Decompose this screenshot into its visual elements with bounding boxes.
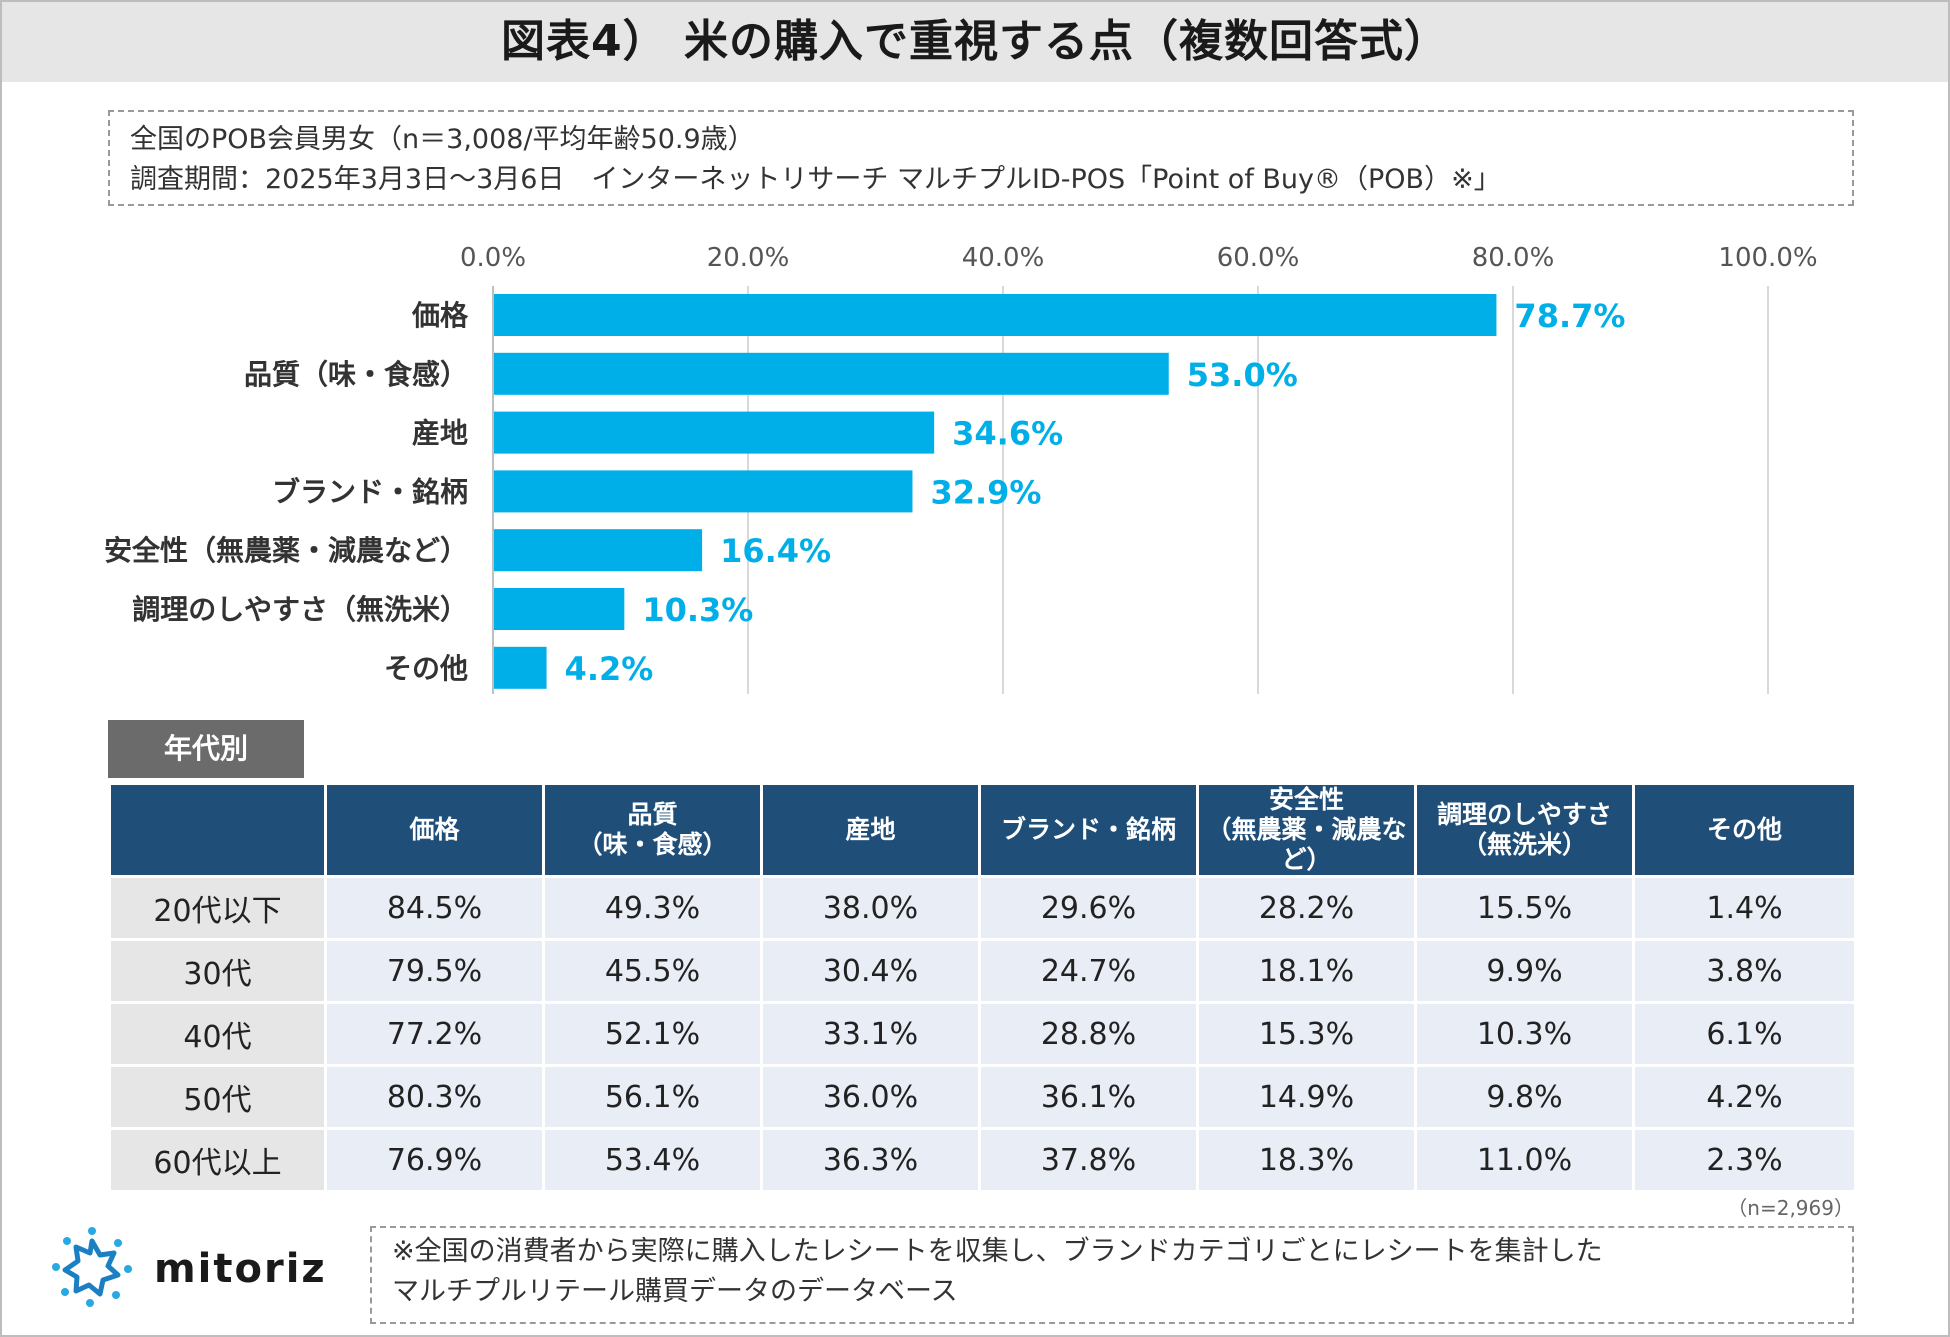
table-cell: 36.3% xyxy=(760,1127,981,1193)
sample-size-note: （n=2,969） xyxy=(1727,1196,1854,1220)
table-row: 50代 80.3% 56.1% 36.0% 36.1% 14.9% 9.8% 4… xyxy=(108,1064,1857,1130)
table-row: 30代 79.5% 45.5% 30.4% 24.7% 18.1% 9.9% 3… xyxy=(108,938,1857,1004)
table-cell: 15.3% xyxy=(1196,1001,1417,1067)
table-cell: 79.5% xyxy=(324,938,545,1004)
table-cell: 15.5% xyxy=(1414,875,1635,941)
table-cell: 28.2% xyxy=(1196,875,1417,941)
x-tick-label: 60.0% xyxy=(1217,243,1300,273)
row-age-label: 60代以上 xyxy=(108,1127,327,1193)
table-cell: 9.8% xyxy=(1414,1064,1635,1130)
sun-gear-icon xyxy=(52,1227,132,1307)
table-cell: 53.4% xyxy=(542,1127,763,1193)
footnote-box: ※全国の消費者から実際に購入したレシートを収集し、ブランドカテゴリごとにレシート… xyxy=(370,1226,1854,1324)
table-row: 40代 77.2% 52.1% 33.1% 28.8% 15.3% 10.3% … xyxy=(108,1001,1857,1067)
table-header-cell: 安全性 （無農薬・減農など） xyxy=(1196,782,1417,878)
table-cell: 84.5% xyxy=(324,875,545,941)
figure-title: 図表4） 米の購入で重視する点（複数回答式） xyxy=(2,2,1948,82)
table-row: 20代以下 84.5% 49.3% 38.0% 29.6% 28.2% 15.5… xyxy=(108,875,1857,941)
x-tick-label: 100.0% xyxy=(1718,243,1817,273)
category-label: 安全性（無農薬・減農など） xyxy=(104,534,468,567)
bar xyxy=(494,411,935,454)
table-cell: 4.2% xyxy=(1632,1064,1857,1130)
table-cell: 29.6% xyxy=(978,875,1199,941)
table-cell: 36.1% xyxy=(978,1064,1199,1130)
category-label: 品質（味・食感） xyxy=(244,358,468,391)
table-cell: 18.1% xyxy=(1196,938,1417,1004)
table-cell: 18.3% xyxy=(1196,1127,1417,1193)
survey-info-box: 全国のPOB会員男女（n＝3,008/平均年齢50.9歳） 調査期間：2025年… xyxy=(108,110,1854,206)
footnote-line-2: マルチプルリテール購買データのデータベース xyxy=(392,1276,958,1307)
table-cell: 56.1% xyxy=(542,1064,763,1130)
table-header-cell: 価格 xyxy=(324,782,545,878)
table-cell: 14.9% xyxy=(1196,1064,1417,1130)
category-label: 調理のしやすさ（無洗米） xyxy=(132,593,468,626)
table-cell: 45.5% xyxy=(542,938,763,1004)
table-cell: 11.0% xyxy=(1414,1127,1635,1193)
category-label: ブランド・銘柄 xyxy=(272,475,468,508)
table-cell: 6.1% xyxy=(1632,1001,1857,1067)
table-cell: 80.3% xyxy=(324,1064,545,1130)
logo-wordmark: mitoriz xyxy=(154,1246,327,1292)
table-header-cell: 品質 （味・食感） xyxy=(542,782,763,878)
x-tick-label: 0.0% xyxy=(460,243,526,273)
category-label: 価格 xyxy=(411,299,469,332)
table-cell: 9.9% xyxy=(1414,938,1635,1004)
data-label: 34.6% xyxy=(952,415,1063,453)
survey-sample-line: 全国のPOB会員男女（n＝3,008/平均年齢50.9歳） xyxy=(130,124,755,155)
age-section-label: 年代別 xyxy=(108,720,304,778)
row-age-label: 30代 xyxy=(108,938,327,1004)
category-label: その他 xyxy=(384,652,468,685)
table-cell: 1.4% xyxy=(1632,875,1857,941)
table-row: 60代以上 76.9% 53.4% 36.3% 37.8% 18.3% 11.0… xyxy=(108,1127,1857,1193)
table-cell: 52.1% xyxy=(542,1001,763,1067)
bar xyxy=(494,646,547,689)
x-tick-label: 40.0% xyxy=(962,243,1045,273)
bar xyxy=(494,294,1497,336)
data-label: 78.7% xyxy=(1514,297,1625,335)
table-cell: 28.8% xyxy=(978,1001,1199,1067)
data-label: 32.9% xyxy=(930,473,1041,511)
row-age-label: 50代 xyxy=(108,1064,327,1130)
bar xyxy=(494,529,703,572)
bar xyxy=(494,588,625,630)
footnote-line-1: ※全国の消費者から実際に購入したレシートを収集し、ブランドカテゴリごとにレシート… xyxy=(392,1236,1603,1267)
table-header-cell: その他 xyxy=(1632,782,1857,878)
table-cell: 38.0% xyxy=(760,875,981,941)
mitoriz-logo: mitoriz xyxy=(52,1227,327,1307)
table-cell: 33.1% xyxy=(760,1001,981,1067)
category-label: 産地 xyxy=(412,417,468,450)
table-cell: 3.8% xyxy=(1632,938,1857,1004)
age-breakdown-table: 価格 品質 （味・食感） 産地 ブランド・銘柄 安全性 （無農薬・減農など） 調理の… xyxy=(108,782,1857,1193)
bar-chart: 0.0% 20.0% 40.0% 60.0% 80.0% 100.0% 価格 78.7% 品質（… xyxy=(104,243,1818,694)
data-label: 16.4% xyxy=(720,532,831,570)
bar xyxy=(494,352,1169,395)
table-cell: 30.4% xyxy=(760,938,981,1004)
table-header-cell: ブランド・銘柄 xyxy=(978,782,1199,878)
x-tick-label: 80.0% xyxy=(1472,243,1555,273)
data-label: 53.0% xyxy=(1187,356,1298,394)
table-cell: 49.3% xyxy=(542,875,763,941)
data-label: 10.3% xyxy=(642,591,753,629)
table-cell: 10.3% xyxy=(1414,1001,1635,1067)
table-header-cell: 産地 xyxy=(760,782,981,878)
table-cell: 36.0% xyxy=(760,1064,981,1130)
x-tick-label: 20.0% xyxy=(707,243,790,273)
table-cell: 77.2% xyxy=(324,1001,545,1067)
table-cell: 37.8% xyxy=(978,1127,1199,1193)
table-header-cell: 調理のしやすさ （無洗米） xyxy=(1414,782,1635,878)
row-age-label: 40代 xyxy=(108,1001,327,1067)
row-age-label: 20代以下 xyxy=(108,875,327,941)
table-cell: 76.9% xyxy=(324,1127,545,1193)
table-cell: 24.7% xyxy=(978,938,1199,1004)
data-label: 4.2% xyxy=(565,650,654,688)
table-cell: 2.3% xyxy=(1632,1127,1857,1193)
table-header-corner xyxy=(108,782,327,878)
table-header-row: 価格 品質 （味・食感） 産地 ブランド・銘柄 安全性 （無農薬・減農など） 調理の… xyxy=(108,782,1857,878)
bar xyxy=(494,470,913,513)
survey-period-line: 調査期間：2025年3月3日～3月6日 インターネットリサーチ マルチプルID-… xyxy=(130,164,1501,195)
